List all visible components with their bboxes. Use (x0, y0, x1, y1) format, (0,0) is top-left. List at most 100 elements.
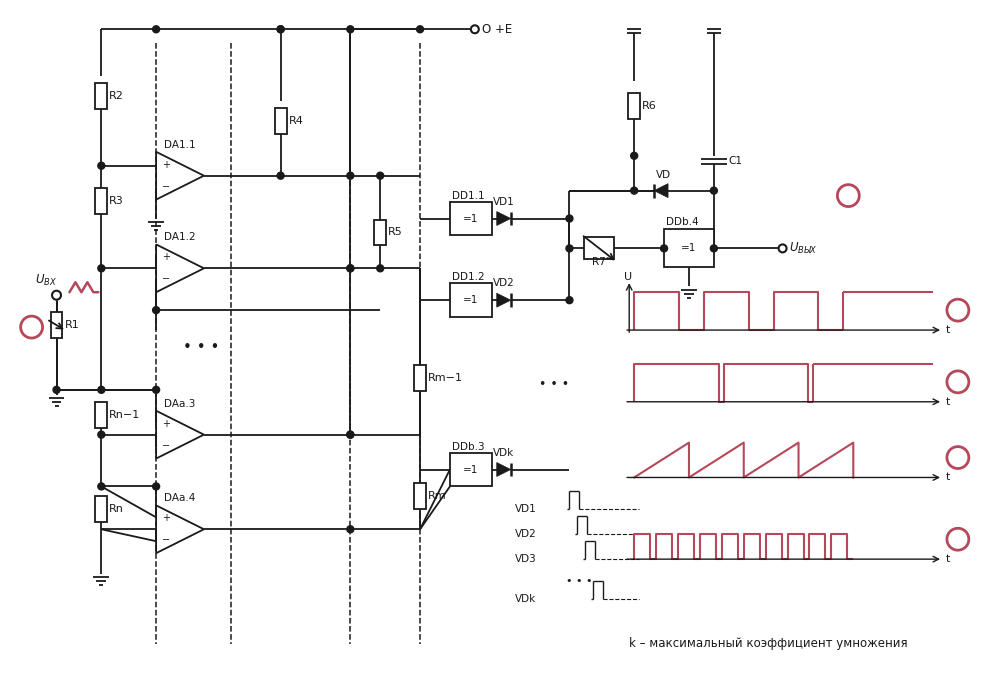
Text: t: t (946, 397, 950, 407)
Text: VD1: VD1 (493, 197, 515, 206)
Text: DD1.1: DD1.1 (452, 190, 484, 201)
Circle shape (98, 483, 105, 490)
Circle shape (838, 185, 860, 206)
Circle shape (376, 172, 383, 179)
Circle shape (376, 265, 383, 272)
Circle shape (779, 244, 786, 253)
Text: DD1.2: DD1.2 (452, 272, 484, 282)
Text: R1: R1 (64, 320, 79, 330)
Text: 1: 1 (953, 304, 962, 317)
Bar (450, 201, 492, 235)
Text: VDk: VDk (515, 594, 535, 604)
Text: =1: =1 (463, 464, 478, 475)
Text: DA1.2: DA1.2 (164, 233, 196, 242)
Text: $U_{BX}$: $U_{BX}$ (35, 273, 56, 288)
Circle shape (947, 528, 969, 550)
Circle shape (347, 26, 354, 33)
Text: DAa.3: DAa.3 (164, 399, 196, 409)
Circle shape (630, 152, 637, 159)
Text: Rn−1: Rn−1 (110, 410, 140, 420)
Text: VD3: VD3 (515, 554, 536, 564)
Text: • • •: • • • (183, 340, 219, 356)
Bar (96, 402, 108, 428)
Circle shape (947, 371, 969, 393)
Circle shape (347, 265, 354, 272)
Bar (275, 108, 287, 134)
Polygon shape (156, 505, 204, 553)
Circle shape (21, 316, 42, 338)
Circle shape (661, 245, 668, 252)
Polygon shape (497, 212, 511, 226)
Bar (96, 83, 108, 109)
Text: t: t (946, 554, 950, 564)
Text: Rm−1: Rm−1 (428, 373, 463, 383)
Text: O +E: O +E (482, 23, 512, 36)
Circle shape (710, 187, 717, 194)
Circle shape (947, 446, 969, 468)
Circle shape (277, 26, 285, 33)
Circle shape (152, 26, 160, 33)
Circle shape (152, 307, 160, 313)
Bar (50, 312, 62, 338)
Bar (374, 219, 386, 246)
Text: • • •: • • • (566, 576, 593, 586)
Text: VD1: VD1 (515, 504, 536, 514)
Text: +: + (162, 253, 170, 262)
Text: U: U (624, 272, 632, 282)
Circle shape (566, 215, 573, 222)
Text: 4: 4 (844, 189, 853, 202)
Text: DAa.4: DAa.4 (164, 493, 196, 503)
Text: k – максимальный коэффициент умножения: k – максимальный коэффициент умножения (629, 637, 908, 650)
Circle shape (417, 26, 424, 33)
Bar (96, 496, 108, 522)
Text: t: t (946, 325, 950, 335)
Circle shape (152, 483, 160, 490)
Text: 3: 3 (953, 451, 962, 464)
Text: =1: =1 (463, 214, 478, 224)
Circle shape (98, 431, 105, 438)
Polygon shape (497, 462, 511, 477)
Circle shape (277, 172, 285, 179)
Bar (96, 188, 108, 214)
Circle shape (347, 431, 354, 438)
Circle shape (347, 431, 354, 438)
Circle shape (152, 386, 160, 393)
Text: Rn: Rn (110, 504, 124, 514)
Text: +: + (162, 513, 170, 523)
Text: R2: R2 (110, 91, 124, 101)
Text: R7: R7 (593, 257, 607, 267)
Circle shape (52, 291, 61, 300)
Polygon shape (156, 244, 204, 292)
Text: R6: R6 (642, 101, 657, 111)
Text: =1: =1 (682, 244, 697, 253)
Bar (450, 453, 492, 486)
Text: −: − (162, 181, 170, 192)
Text: R4: R4 (288, 116, 303, 126)
Circle shape (277, 26, 285, 33)
Text: R3: R3 (110, 196, 124, 206)
Text: R5: R5 (388, 228, 403, 237)
Circle shape (630, 187, 637, 194)
Text: 4: 4 (953, 533, 962, 546)
Text: +: + (162, 419, 170, 428)
Polygon shape (497, 293, 511, 307)
Bar (584, 237, 615, 260)
Text: DA1.1: DA1.1 (164, 140, 196, 149)
Text: DDb.4: DDb.4 (666, 217, 699, 228)
Bar (628, 93, 640, 119)
Bar (414, 365, 426, 391)
Bar (664, 230, 714, 267)
Text: VDk: VDk (493, 448, 515, 457)
Text: VD: VD (656, 170, 671, 180)
Text: 2: 2 (953, 375, 962, 388)
Text: $U_{ВЫХ}$: $U_{ВЫХ}$ (788, 241, 817, 256)
Text: t: t (946, 473, 950, 482)
Circle shape (947, 299, 969, 321)
Circle shape (347, 172, 354, 179)
Text: −: − (162, 535, 170, 545)
Text: VD2: VD2 (493, 278, 515, 289)
Circle shape (98, 386, 105, 393)
Bar (450, 283, 492, 317)
Text: =1: =1 (463, 295, 478, 305)
Text: • • •: • • • (539, 379, 569, 392)
